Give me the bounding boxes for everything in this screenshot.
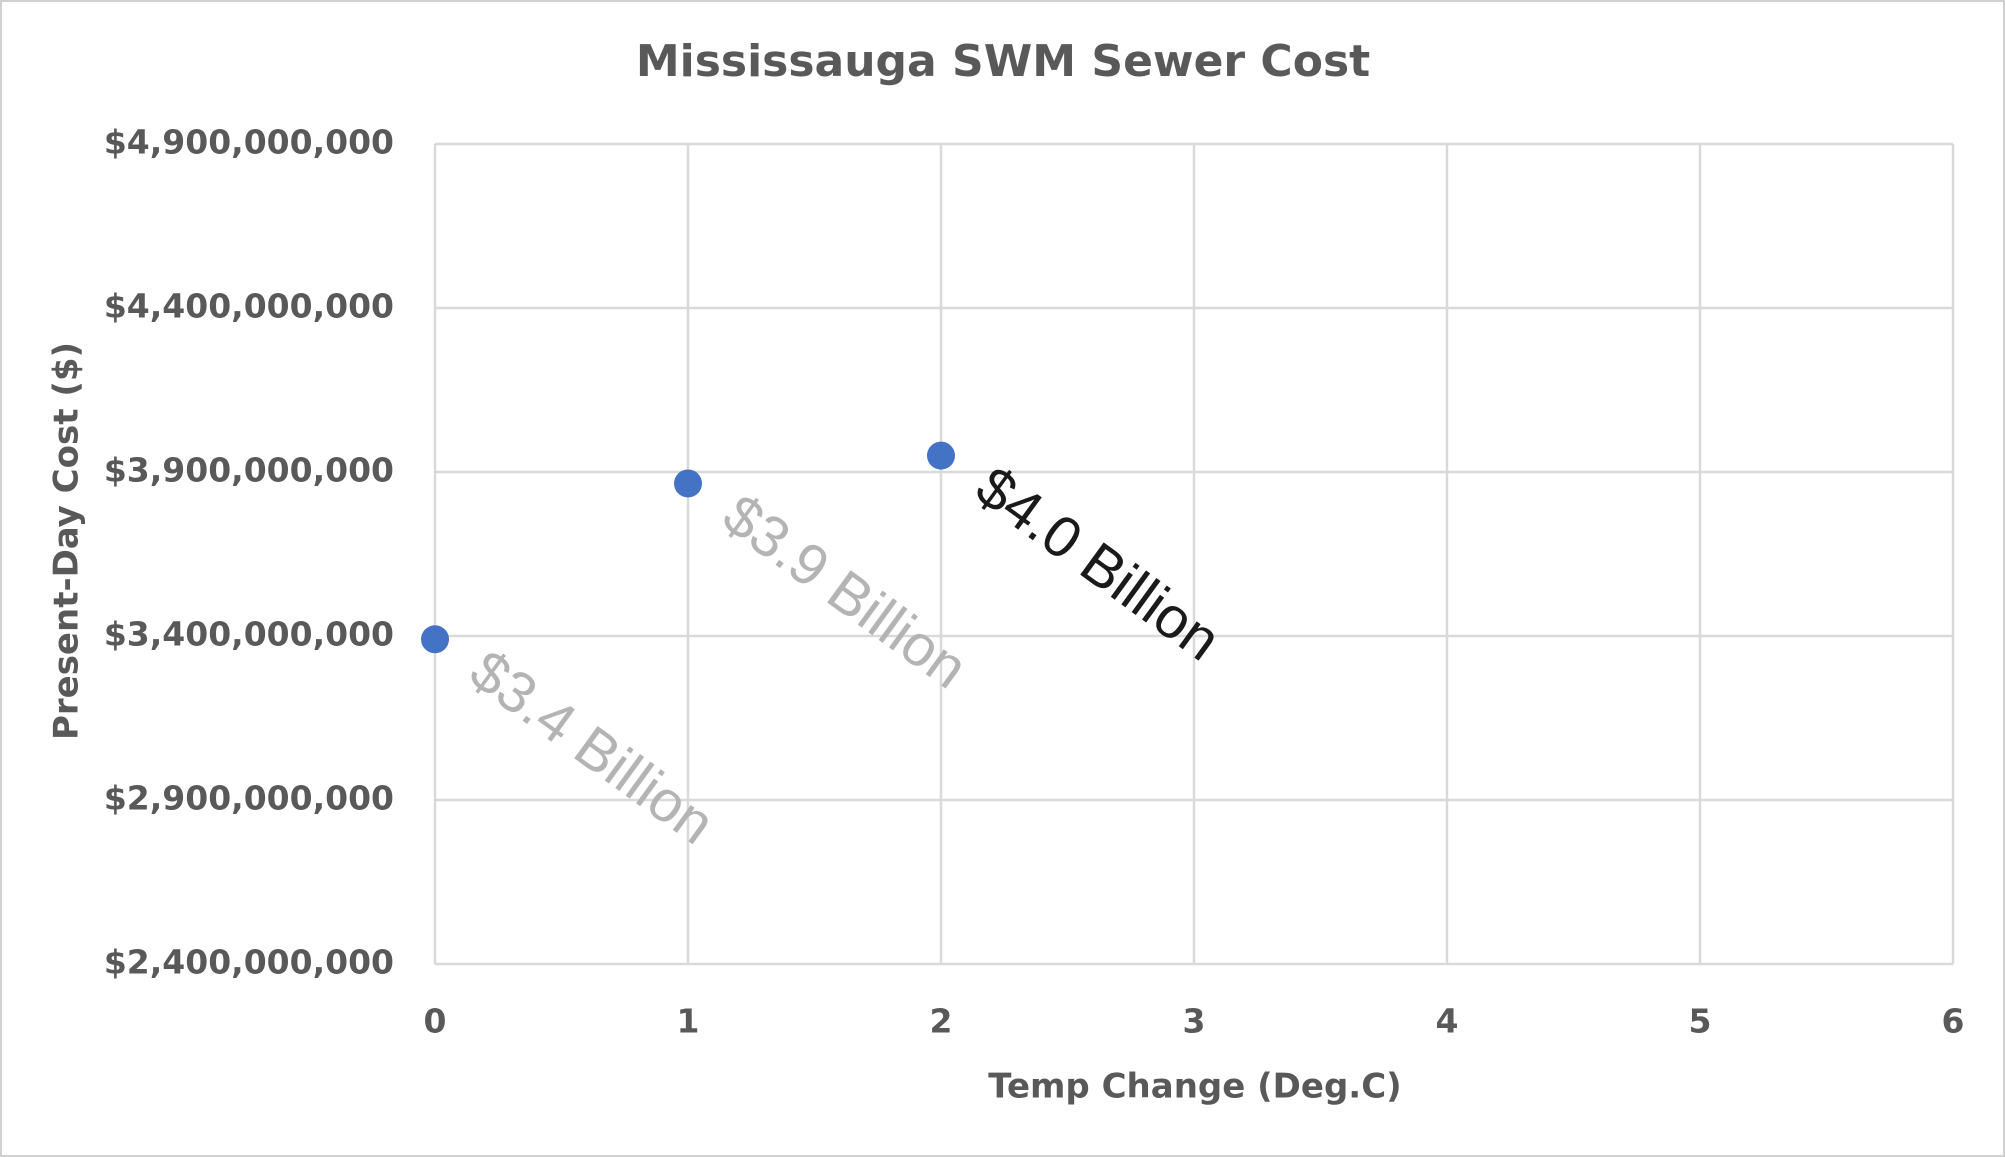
x-tick-label: 6 [1942,1002,1965,1041]
x-tick-label: 5 [1689,1002,1712,1041]
data-point [421,625,449,654]
data-point [927,441,955,470]
y-tick-label: $2,900,000,000 [104,779,394,818]
x-axis-title: Temp Change (Deg.C) [988,1067,1401,1107]
x-tick-label: 0 [424,1002,447,1041]
x-tick-label: 4 [1436,1002,1459,1041]
x-tick-label: 2 [930,1002,953,1041]
y-tick-label: $3,400,000,000 [104,615,394,654]
y-axis-title: Present-Day Cost ($) [47,342,87,740]
x-tick-label: 1 [677,1002,700,1041]
x-tick-label: 3 [1183,1002,1206,1041]
y-tick-label: $4,900,000,000 [104,123,394,162]
y-tick-label: $3,900,000,000 [104,451,394,490]
y-tick-label: $2,400,000,000 [104,943,394,982]
y-tick-label: $4,400,000,000 [104,287,394,326]
data-point [674,469,702,498]
chart-title: Mississauga SWM Sewer Cost [636,36,1370,87]
